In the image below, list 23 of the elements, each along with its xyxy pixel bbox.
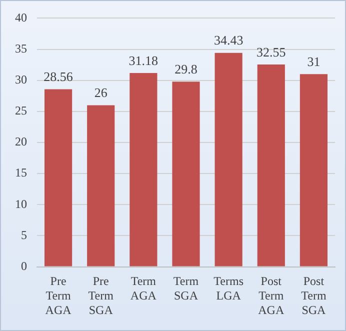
y-tick-label: 30 xyxy=(15,72,27,87)
data-label: 32.55 xyxy=(256,44,286,60)
x-tick-label: Pre Term AGA xyxy=(45,274,72,317)
y-tick-label: 25 xyxy=(15,104,27,118)
x-tick-label: Pre Term SGA xyxy=(88,274,114,317)
y-tick-label: 5 xyxy=(21,228,27,242)
data-label: 31 xyxy=(307,54,320,70)
y-tick-label: 0 xyxy=(21,258,27,273)
y-tick-label: 20 xyxy=(15,134,27,149)
x-tick-label: Term SGA xyxy=(173,274,200,303)
y-tick-label: 10 xyxy=(15,196,27,211)
y-tick-label: 40 xyxy=(15,10,27,24)
data-label: 34.43 xyxy=(214,32,244,48)
x-tick-label: Terms LGA xyxy=(214,274,244,303)
data-label: 29.8 xyxy=(174,62,198,77)
y-tick-label: 15 xyxy=(15,166,27,180)
data-label: 26 xyxy=(94,85,108,100)
data-label: 28.56 xyxy=(44,69,74,84)
y-tick-label: 35 xyxy=(15,41,27,56)
data-label: 31.18 xyxy=(128,52,158,68)
x-tick-label: Term AGA xyxy=(130,274,157,303)
x-tick-label: Post Term AGA xyxy=(258,274,284,317)
x-tick-label: Post Term SGA xyxy=(301,274,327,317)
